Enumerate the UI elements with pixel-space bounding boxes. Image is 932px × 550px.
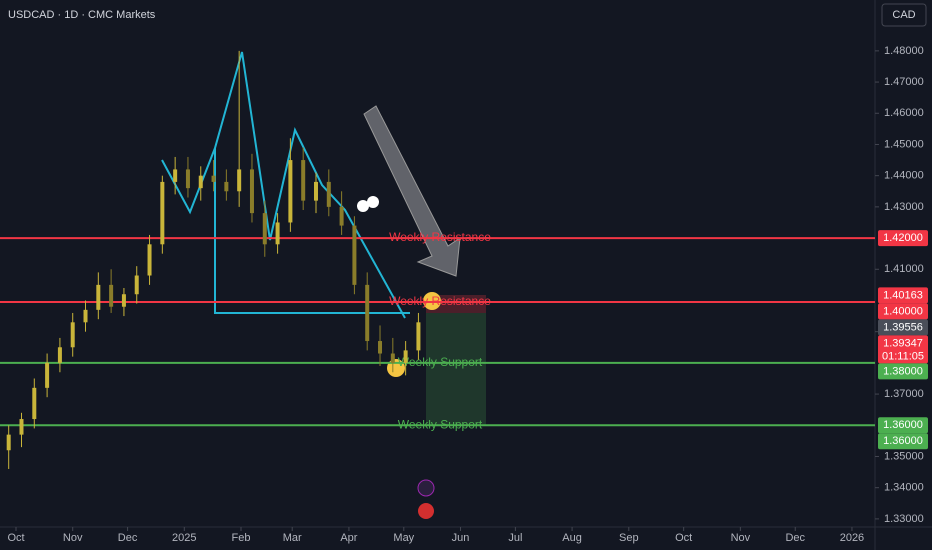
y-tick-label: 1.33000 [884,513,924,525]
pattern-line [214,148,410,314]
candle-body [275,222,280,245]
stop-zone [426,295,486,313]
arrow [363,105,461,277]
y-tick-label: 1.45000 [884,138,924,150]
candle-body [378,341,383,354]
x-tick-label: Jun [452,532,470,544]
price-tag-label: 1.39347 [883,337,923,349]
x-tick-label: Aug [562,532,582,544]
candle-body [109,284,114,307]
chart-title: USDCAD · 1D · CMC Markets [8,9,156,21]
x-tick-label: 2026 [840,532,864,544]
level-label: Weekly Resistance [389,294,491,308]
candle-body [288,160,293,223]
x-tick-label: Oct [675,532,692,544]
x-tick-label: Oct [7,532,24,544]
candle-body [224,181,229,192]
price-tag-label: 1.39556 [883,321,923,333]
price-tag [878,363,928,380]
candle-body [185,169,190,189]
x-tick-label: Dec [118,532,138,544]
price-tag [878,335,928,364]
x-tick-label: May [393,532,414,544]
price-tag [878,287,928,304]
y-tick-label: 1.44000 [884,170,924,182]
price-tag-label: 1.38000 [883,365,923,377]
candle-body [249,169,254,214]
candle-body [57,347,62,363]
candle-body [173,169,178,182]
y-tick-label: 1.46000 [884,107,924,119]
candle-body [6,434,11,451]
y-tick-label: 1.37000 [884,388,924,400]
candle-body [352,225,357,285]
candle-body [339,206,344,226]
y-tick-label: 1.34000 [884,482,924,494]
candle-body [416,322,421,351]
y-tick-label: 1.43000 [884,201,924,213]
candle-body [403,350,408,363]
candle-body [32,387,37,420]
emoji [367,196,379,208]
candle-body [390,353,395,363]
x-tick-label: Nov [63,532,83,544]
y-tick-label: 1.47000 [884,76,924,88]
candle-body [262,213,267,245]
x-tick-label: Nov [731,532,751,544]
price-tag-label: 1.36000 [883,419,923,431]
x-tick-label: Mar [283,532,302,544]
candle-body [134,275,139,295]
candle-body [121,294,126,307]
candle-body [83,309,88,323]
price-tag [878,319,928,336]
y-tick-label: 1.35000 [884,450,924,462]
price-tag [878,303,928,320]
level-label: Weekly Resistance [389,230,491,244]
price-tag [878,230,928,247]
candle-body [365,284,370,342]
price-tag-label: 1.40000 [883,305,923,317]
currency-label: CAD [892,9,915,21]
x-tick-label: 2025 [172,532,196,544]
candle-body [301,160,306,201]
price-tag-timer: 01:11:05 [882,350,924,362]
candle-body [198,175,203,189]
price-tag-label: 1.42000 [883,232,923,244]
x-tick-label: Sep [619,532,639,544]
x-tick-label: Dec [785,532,805,544]
event-icon [417,479,435,497]
event-icon [418,503,434,519]
price-tag-label: 1.40163 [883,289,923,301]
candle-body [237,169,242,192]
candle-body [19,419,24,435]
x-tick-label: Apr [340,532,357,544]
target-zone [426,313,486,425]
candle-body [147,244,152,276]
x-tick-label: Jul [508,532,522,544]
emoji [423,292,441,310]
level-label: Weekly Support [398,355,483,369]
price-tag-label: 1.36000 [883,435,923,447]
candle-body [160,181,165,245]
emoji [357,200,369,212]
candle-body [96,284,101,310]
candle-body [70,322,75,348]
x-tick-label: Feb [232,532,251,544]
level-label: Weekly Support [398,417,483,431]
candle-body [313,181,318,201]
candle-body [211,175,216,182]
currency-button[interactable] [881,3,927,27]
candle-body [45,362,50,388]
y-tick-label: 1.41000 [884,263,924,275]
pattern-line [161,51,406,319]
price-tag [878,417,928,434]
candle-body [326,181,331,207]
y-tick-label: 1.48000 [884,45,924,57]
price-tag [878,433,928,450]
